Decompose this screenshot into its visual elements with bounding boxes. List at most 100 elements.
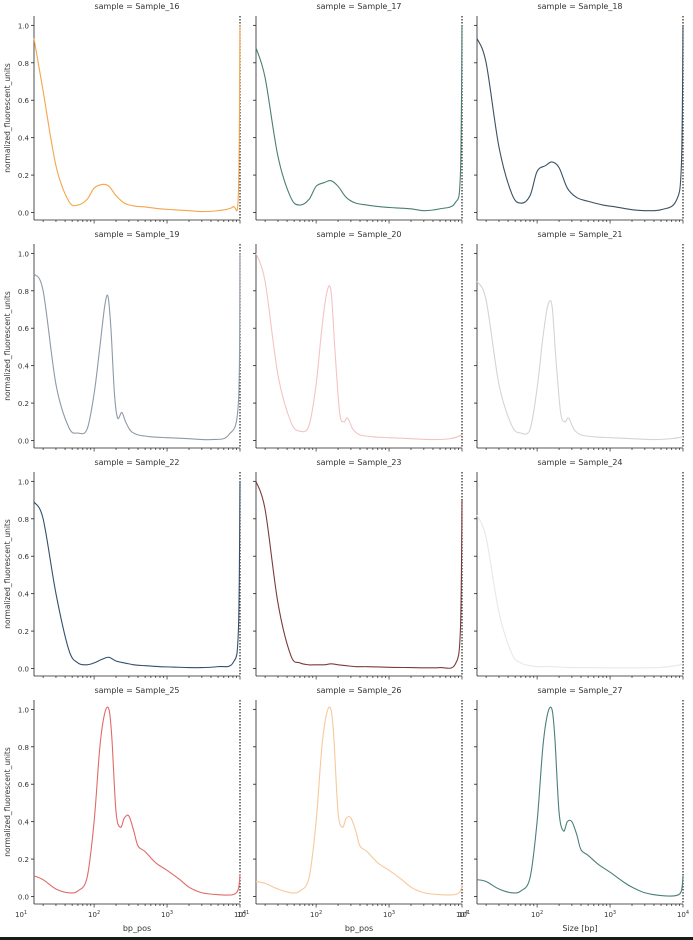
x-tick-base: 10 (456, 911, 465, 919)
series-line (255, 481, 463, 669)
x-tick-exponent: 1 (246, 910, 249, 916)
x-tick-label: 103 (383, 910, 395, 919)
y-tick-label: 0.6 (18, 553, 30, 561)
x-tick-label: 103 (161, 910, 173, 919)
y-tick-label: 1.0 (18, 706, 29, 714)
panel-title: sample = Sample_18 (537, 2, 622, 11)
y-tick-label: 0.8 (18, 516, 29, 524)
series-line (33, 25, 241, 213)
series-line (476, 514, 684, 669)
y-axis-label: normalized_fluorescent_units (3, 291, 12, 401)
y-tick-label: 0.0 (18, 210, 29, 218)
y-tick-label: 0.4 (18, 819, 30, 827)
panel-8: sample = Sample_23 (253, 458, 463, 680)
x-axis-label: bp_pos (123, 924, 151, 933)
x-tick-exponent: 4 (465, 910, 468, 916)
y-tick-label: 0.0 (18, 438, 29, 446)
panel-title: sample = Sample_27 (537, 686, 622, 695)
x-tick-base: 10 (234, 911, 243, 919)
x-tick-label: 104 (234, 910, 246, 919)
panel-2: sample = Sample_17 (253, 2, 463, 224)
x-tick-exponent: 2 (540, 910, 543, 916)
x-tick-exponent: 3 (613, 910, 616, 916)
panel-title: sample = Sample_16 (94, 2, 179, 11)
panel-7: sample = Sample_22 0.0 0.2 0.4 0.6 0.8 1.0 norm… (3, 458, 241, 680)
panel-1: sample = Sample_16 0.0 0.2 0.4 0.6 0.8 1.0 norm… (3, 2, 241, 224)
y-tick-label: 0.0 (18, 894, 29, 902)
x-tick-exponent: 3 (170, 910, 173, 916)
y-tick-label: 0.6 (18, 97, 30, 105)
x-tick-label: 102 (531, 910, 543, 919)
y-tick-label: 0.2 (18, 628, 29, 636)
x-axis-label: Size [bp] (562, 924, 597, 933)
x-tick-label: 101 (15, 910, 27, 919)
panel-3: sample = Sample_18 (474, 2, 684, 224)
panel-9: sample = Sample_24 (474, 458, 684, 680)
panel-title: sample = Sample_20 (316, 230, 401, 239)
x-tick-label: 101 (458, 910, 470, 919)
series-line (476, 281, 684, 441)
series-line (33, 481, 241, 669)
y-tick-label: 1.0 (18, 478, 29, 486)
series-line (33, 706, 241, 896)
panel-title: sample = Sample_19 (94, 230, 179, 239)
x-tick-exponent: 1 (24, 910, 27, 916)
x-tick-label: 104 (456, 910, 468, 919)
x-tick-label: 102 (310, 910, 322, 919)
y-tick-label: 0.8 (18, 60, 29, 68)
y-tick-label: 0.4 (18, 363, 30, 371)
panel-title: sample = Sample_21 (537, 230, 622, 239)
y-tick-label: 0.4 (18, 591, 30, 599)
x-tick-label: 104 (677, 910, 689, 919)
x-axis-label: bp_pos (345, 924, 373, 933)
y-axis-label: normalized_fluorescent_units (3, 747, 12, 857)
x-tick-exponent: 2 (97, 910, 100, 916)
x-tick-base: 10 (310, 911, 319, 919)
y-tick-label: 0.2 (18, 400, 29, 408)
x-tick-exponent: 2 (319, 910, 322, 916)
y-tick-label: 0.0 (18, 666, 29, 674)
x-tick-base: 10 (15, 911, 24, 919)
x-tick-base: 10 (677, 911, 686, 919)
x-tick-exponent: 1 (467, 910, 470, 916)
x-tick-base: 10 (237, 911, 246, 919)
y-tick-label: 0.2 (18, 856, 29, 864)
x-tick-exponent: 4 (686, 910, 689, 916)
series-line (255, 25, 463, 212)
x-tick-base: 10 (604, 911, 613, 919)
panel-title: sample = Sample_22 (94, 458, 179, 467)
y-axis-label: normalized_fluorescent_units (3, 63, 12, 173)
panel-title: sample = Sample_17 (316, 2, 401, 11)
y-axis-label: normalized_fluorescent_units (3, 519, 12, 629)
panel-title: sample = Sample_24 (537, 458, 622, 467)
x-tick-base: 10 (458, 911, 467, 919)
series-line (476, 706, 684, 897)
x-tick-exponent: 4 (243, 910, 246, 916)
y-tick-label: 0.6 (18, 325, 30, 333)
x-tick-label: 103 (604, 910, 616, 919)
panel-title: sample = Sample_26 (316, 686, 401, 695)
series-line (33, 253, 241, 441)
series-line (255, 253, 463, 441)
panel-title: sample = Sample_25 (94, 686, 179, 695)
x-tick-label: 101 (237, 910, 249, 919)
series-line (476, 25, 684, 212)
bottom-rule (0, 937, 693, 940)
series-line (255, 706, 463, 896)
y-tick-label: 0.8 (18, 744, 29, 752)
x-tick-base: 10 (531, 911, 540, 919)
y-tick-label: 0.2 (18, 172, 29, 180)
x-tick-base: 10 (383, 911, 392, 919)
y-tick-label: 1.0 (18, 22, 29, 30)
panel-4: sample = Sample_19 0.0 0.2 0.4 0.6 0.8 1.0 norm… (3, 230, 241, 452)
y-tick-label: 1.0 (18, 250, 29, 258)
panel-title: sample = Sample_23 (316, 458, 401, 467)
x-tick-label: 102 (88, 910, 100, 919)
x-tick-exponent: 3 (392, 910, 395, 916)
panel-5: sample = Sample_20 (253, 230, 463, 452)
x-tick-base: 10 (161, 911, 170, 919)
